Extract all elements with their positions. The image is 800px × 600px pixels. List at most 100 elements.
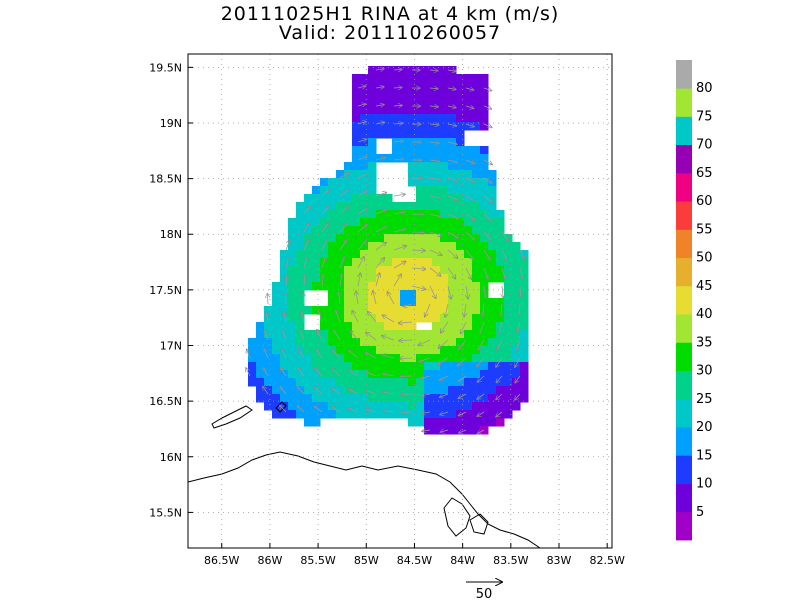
field-cell (432, 178, 441, 187)
colorbar-label: 65 (696, 166, 713, 181)
field-cell (464, 426, 473, 435)
field-cell (472, 186, 481, 195)
wind-vector (464, 303, 466, 317)
wind-vector (375, 122, 385, 124)
field-cell (384, 362, 393, 371)
field-cell (440, 234, 449, 243)
wind-vector (458, 339, 467, 350)
field-cell (464, 394, 473, 403)
field-cell (496, 298, 505, 307)
field-cell (456, 82, 465, 91)
field-cell (360, 138, 369, 147)
wind-vector (465, 267, 471, 279)
field-cell (400, 234, 409, 243)
field-cell (328, 282, 337, 291)
field-cell (352, 362, 361, 371)
field-cell (384, 386, 393, 395)
wind-vector (375, 105, 384, 106)
field-cell (408, 218, 417, 227)
field-cell (360, 234, 369, 243)
field-cell (280, 290, 289, 299)
field-cell (360, 114, 369, 123)
field-cell (472, 122, 481, 131)
field-cell (448, 330, 457, 339)
field-cell (280, 282, 289, 291)
field-cell (376, 194, 385, 203)
field-cell (512, 338, 521, 347)
field-cell (264, 394, 273, 403)
field-cell (456, 250, 465, 259)
field-cell (448, 218, 457, 227)
field-cell (256, 386, 265, 395)
field-cell (440, 258, 449, 267)
field-cell (472, 418, 481, 427)
lat-tick-label: 17.5N (149, 284, 182, 297)
field-cell (464, 114, 473, 123)
field-cell (424, 114, 433, 123)
field-cell (320, 274, 329, 283)
field-cell (280, 394, 289, 403)
field-cell (400, 154, 409, 163)
field-cell (488, 314, 497, 323)
field-cell (480, 162, 489, 171)
field-cell (464, 346, 473, 355)
field-cell (392, 66, 401, 75)
field-cell (400, 394, 409, 403)
wind-vector (321, 223, 329, 233)
field-cell (320, 354, 329, 363)
field-cell (344, 274, 353, 283)
field-cell (312, 402, 321, 411)
lon-tick-label: 86.5W (204, 554, 239, 567)
wind-vector (366, 409, 377, 412)
colorbar-swatch (676, 88, 692, 117)
field-cell (440, 154, 449, 163)
field-cell (464, 386, 473, 395)
field-cell (392, 362, 401, 371)
field-cell (480, 298, 489, 307)
field-cell (384, 154, 393, 163)
field-cell (360, 146, 369, 155)
field-cell (472, 210, 481, 219)
field-cell (464, 330, 473, 339)
field-cell (336, 354, 345, 363)
field-cell (296, 290, 305, 299)
field-cell (496, 218, 505, 227)
field-cell (408, 114, 417, 123)
colorbar-label: 35 (696, 335, 713, 350)
field-cell (432, 202, 441, 211)
field-cell (368, 130, 377, 139)
wind-vector (440, 394, 449, 397)
field-cell (360, 354, 369, 363)
field-cell (288, 234, 297, 243)
field-cell (304, 258, 313, 267)
field-cell (296, 242, 305, 251)
field-cell (384, 66, 393, 75)
field-cell (520, 306, 529, 315)
field-cell (352, 330, 361, 339)
field-cell (472, 314, 481, 323)
field-cell (416, 386, 425, 395)
field-cell (432, 130, 441, 139)
field-cell (512, 282, 521, 291)
field-cell (520, 354, 529, 363)
field-cell (352, 298, 361, 307)
wind-vector (348, 370, 359, 377)
field-cell (400, 66, 409, 75)
field-cell (480, 330, 489, 339)
field-cell (384, 354, 393, 363)
field-cell (424, 234, 433, 243)
field-cell (344, 290, 353, 299)
wind-vector (496, 357, 503, 367)
field-cell (320, 202, 329, 211)
wind-vector (459, 430, 467, 433)
field-cell (480, 362, 489, 371)
field-cell (352, 378, 361, 387)
field-cell (376, 218, 385, 227)
field-cell (480, 122, 489, 131)
field-cell (416, 306, 425, 315)
wind-vector (357, 241, 366, 251)
field-cell (392, 402, 401, 411)
field-cell (488, 210, 497, 219)
wind-vector (349, 408, 359, 413)
field-cell (448, 354, 457, 363)
